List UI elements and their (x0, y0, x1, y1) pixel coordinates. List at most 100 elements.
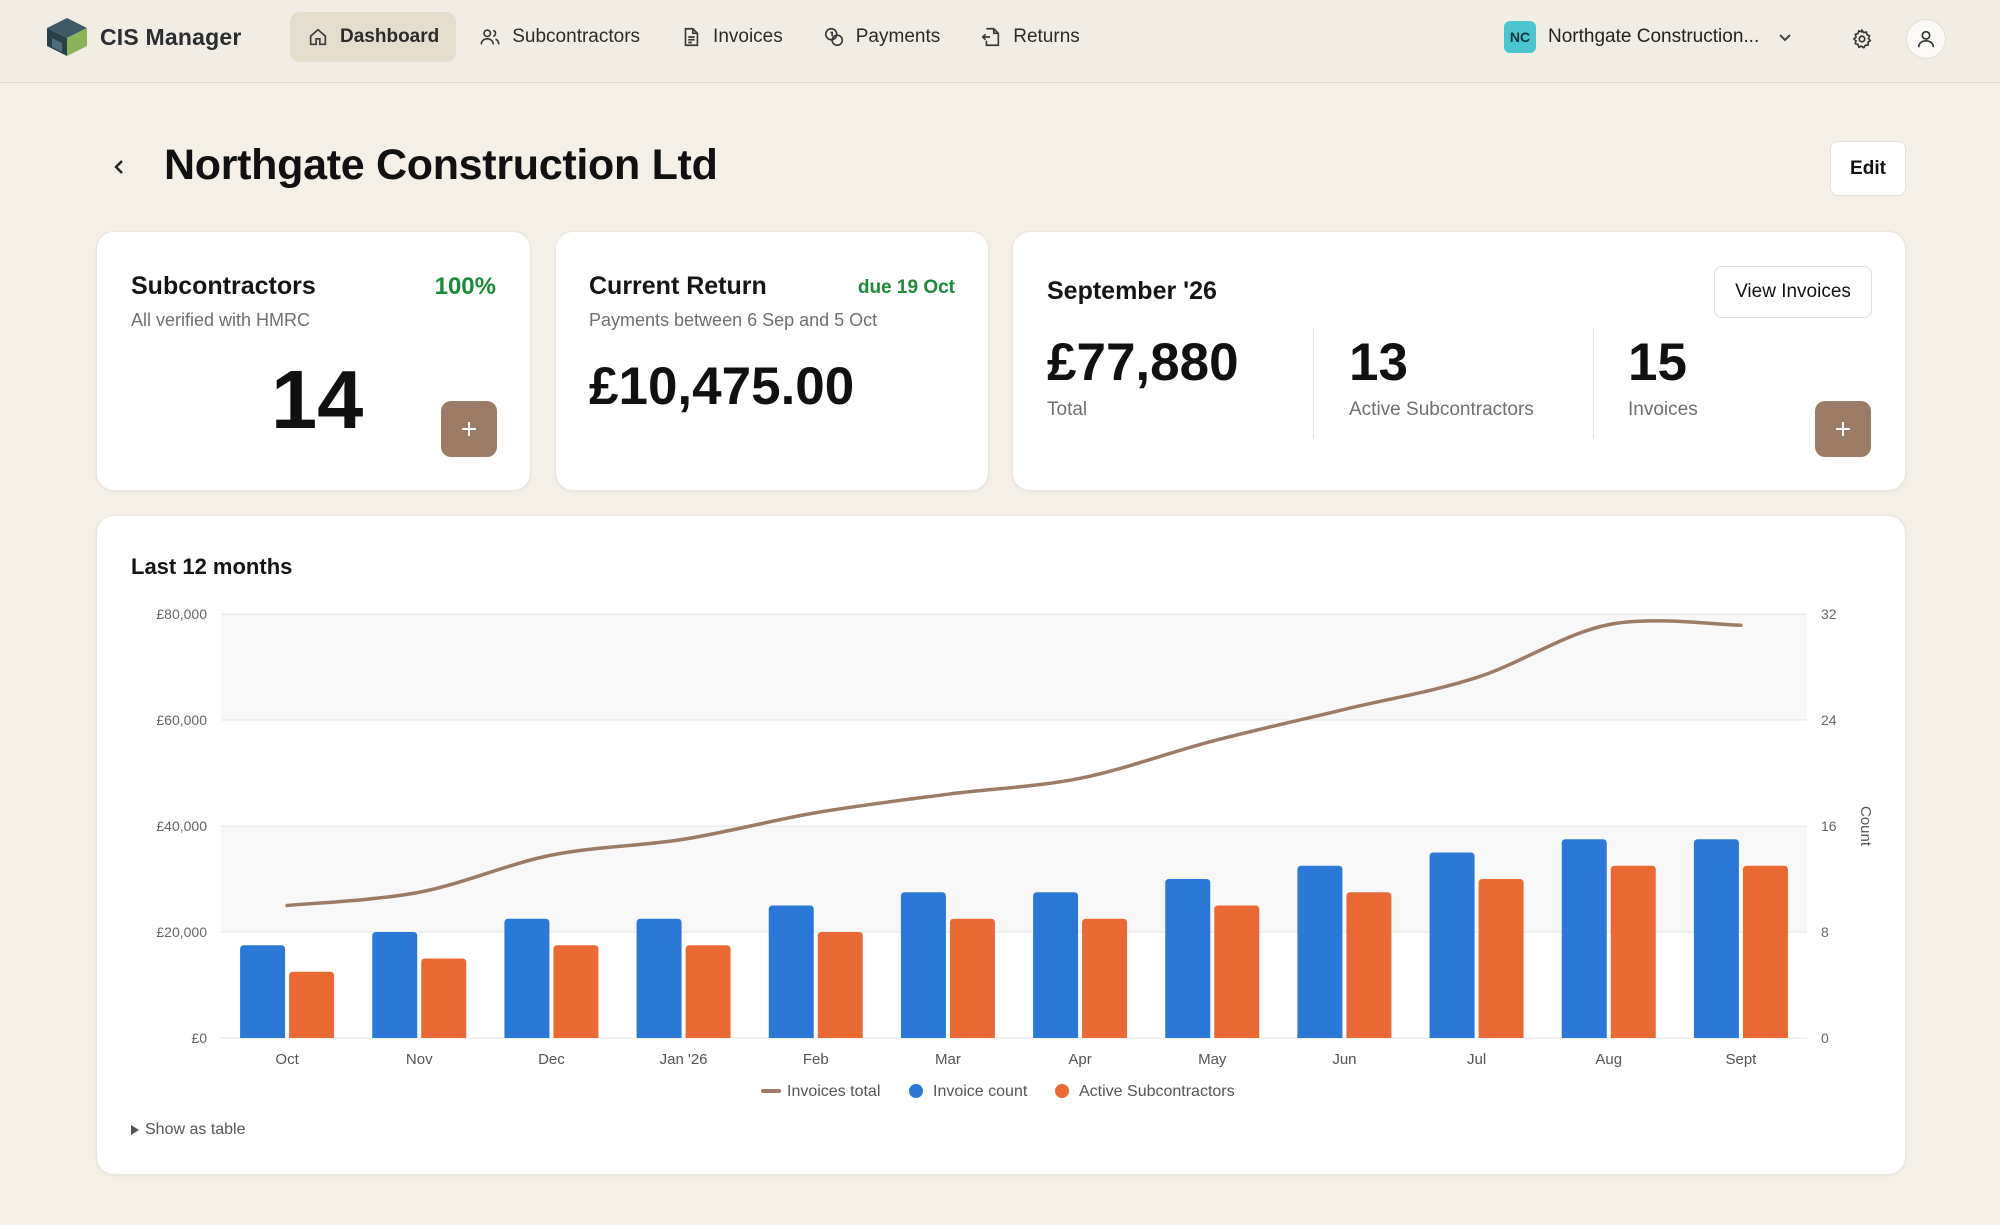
app-logo[interactable]: CIS Manager (44, 16, 242, 58)
right-axis-tick-label: 16 (1821, 818, 1837, 834)
users-icon (480, 29, 500, 45)
subcontractor-count: 14 (271, 353, 364, 446)
invoices-label: Invoices (1628, 399, 1698, 420)
legend-label: Invoices total (787, 1083, 880, 1100)
chart-band (221, 826, 1807, 932)
current-return-card-title: Current Return (589, 272, 767, 300)
active-subcontractors-bar (1346, 892, 1392, 1038)
org-initials-badge: NC (1504, 21, 1536, 53)
right-axis-tick-label: 8 (1821, 924, 1829, 940)
invoices-total-line (285, 619, 1743, 908)
invoices-stat: 15 Invoices (1628, 336, 1698, 421)
month-total-label: Total (1047, 399, 1088, 420)
nav-subcontractors[interactable]: Subcontractors (462, 12, 657, 62)
nav-invoices[interactable]: Invoices (663, 12, 800, 62)
invoice-count-bar (636, 918, 682, 1038)
return-due-date: due 19 Oct (857, 277, 955, 298)
invoice-count-bar (240, 945, 286, 1038)
combo-chart: £0 £20,000 £40,000 £60,000 £80,000 0 8 16 24 32 Co… (156, 606, 1874, 1100)
invoice-count-bar (1429, 852, 1475, 1038)
active-subcontractors-bar (817, 932, 863, 1038)
plus-icon (1836, 422, 1850, 436)
page-title: Northgate Construction Ltd (164, 141, 718, 189)
x-axis-tick-label: Dec (538, 1051, 565, 1068)
right-axis-label: Count (1857, 806, 1874, 847)
active-subcontractors-bar (553, 945, 599, 1038)
left-axis-tick-label: £40,000 (156, 818, 207, 834)
add-invoice-button[interactable] (1815, 401, 1871, 457)
x-axis-tick-label: May (1198, 1051, 1227, 1068)
active-subcontractors-bar (949, 918, 995, 1038)
right-axis-tick-label: 0 (1821, 1030, 1829, 1046)
active-subcontractors-stat: 13 Active Subcontractors (1349, 336, 1534, 421)
nav-payments[interactable]: Payments (806, 12, 957, 62)
verified-percent: 100% (434, 273, 496, 300)
last-12-months-chart-card: Last 12 months £0 £20,000 £40,000 £60,000 £8… (96, 515, 1906, 1175)
invoice-count-bar (900, 892, 946, 1038)
right-axis-tick-label: 32 (1821, 606, 1837, 622)
disclosure-triangle-icon (131, 1125, 139, 1135)
organisation-switcher[interactable]: NC Northgate Construction... (1504, 21, 1793, 53)
view-invoices-button[interactable]: View Invoices (1714, 266, 1872, 318)
left-axis-tick-label: £20,000 (156, 924, 207, 940)
invoice-count-bar (768, 905, 814, 1038)
x-axis-tick-label: Jan '26 (660, 1051, 708, 1068)
stat-divider (1593, 328, 1594, 438)
user-icon (1917, 30, 1935, 48)
x-axis-tick-label: Mar (935, 1051, 961, 1068)
active-subcontractors-bar (1214, 905, 1260, 1038)
back-button[interactable] (104, 152, 134, 182)
x-axis-tick-label: Jun (1332, 1051, 1356, 1068)
settings-button[interactable] (1842, 19, 1882, 59)
left-axis-tick-label: £80,000 (156, 606, 207, 622)
x-axis-tick-label: Jul (1467, 1051, 1486, 1068)
chart-band (221, 932, 1807, 1038)
chevron-down-icon (1779, 34, 1791, 42)
invoice-count-bar (1297, 865, 1343, 1038)
stat-divider (1313, 328, 1314, 438)
active-subcontractors-bar (1742, 865, 1788, 1038)
plus-icon (462, 422, 476, 436)
legend-label: Invoice count (933, 1083, 1028, 1100)
month-total-stat: £77,880 Total (1047, 336, 1239, 421)
user-account-button[interactable] (1906, 19, 1946, 59)
left-axis-tick-label: £0 (191, 1030, 207, 1046)
nav-returns[interactable]: Returns (963, 12, 1097, 62)
invoice-count-bar (372, 932, 418, 1038)
active-subcontractors-bar (1610, 865, 1656, 1038)
nav-invoices-label: Invoices (713, 26, 783, 47)
nav-subcontractors-label: Subcontractors (512, 26, 641, 47)
show-as-table-toggle[interactable]: Show as table (131, 1121, 246, 1139)
active-subcontractors-bar (1082, 918, 1128, 1038)
document-icon (684, 27, 699, 47)
gear-icon (1852, 28, 1872, 49)
x-axis-tick-label: Nov (406, 1051, 433, 1068)
subcontractors-card-title: Subcontractors (131, 272, 316, 300)
nav-dashboard[interactable]: Dashboard (290, 12, 457, 62)
invoices-value: 15 (1628, 333, 1687, 392)
nav-dashboard-label: Dashboard (340, 26, 440, 47)
edit-button[interactable]: Edit (1830, 141, 1906, 196)
x-axis-tick-label: Apr (1068, 1051, 1091, 1068)
add-subcontractor-button[interactable] (441, 401, 497, 457)
current-return-card: Current Return due 19 Oct Payments betwe… (555, 231, 989, 491)
active-subcontractors-bar (685, 945, 731, 1038)
legend-dot-marker (909, 1084, 923, 1098)
chart-title: Last 12 months (131, 554, 293, 579)
month-summary-card: September '26 View Invoices £77,880 Tota… (1012, 231, 1906, 491)
invoice-count-bar (1165, 879, 1211, 1038)
invoice-count-bar (504, 918, 550, 1038)
x-axis-tick-label: Aug (1595, 1051, 1622, 1068)
nav-payments-label: Payments (855, 26, 941, 47)
active-subcontractors-bar (289, 971, 335, 1038)
nav-returns-label: Returns (1013, 26, 1080, 47)
right-axis-tick-label: 24 (1821, 712, 1837, 728)
x-axis-tick-label: Oct (275, 1051, 299, 1068)
month-total-value: £77,880 (1047, 333, 1239, 392)
org-name: Northgate Construction... (1548, 26, 1760, 47)
cube-logo-icon (47, 18, 87, 56)
app-name: CIS Manager (100, 23, 242, 50)
invoice-count-bar (1033, 892, 1079, 1038)
return-file-icon (981, 27, 1000, 47)
x-axis-tick-label: Feb (803, 1051, 829, 1068)
